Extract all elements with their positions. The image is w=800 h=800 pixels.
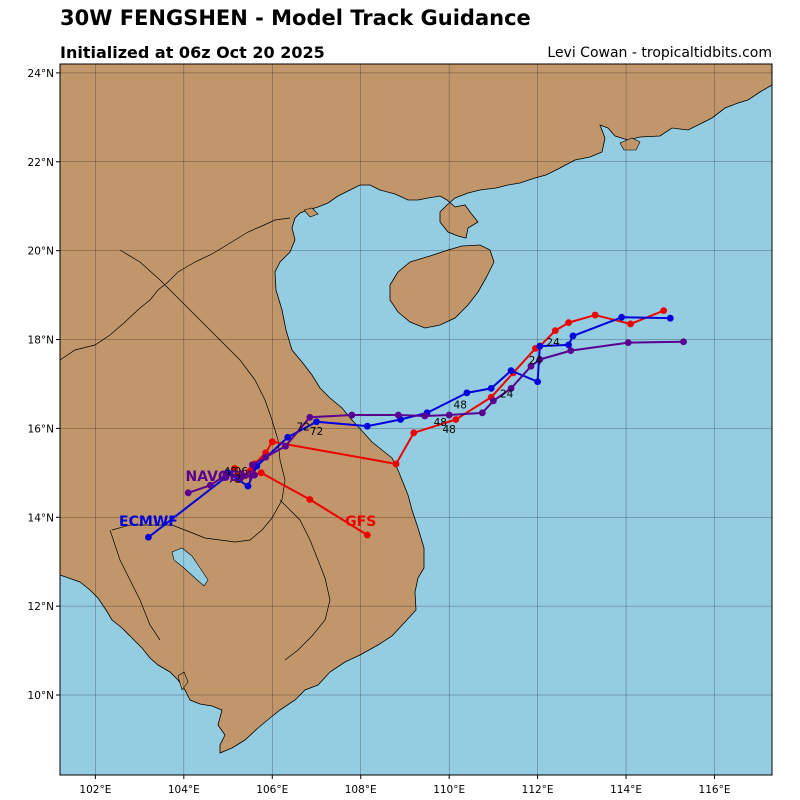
forecast-hour-label: 24 (500, 388, 514, 400)
track-point-gfs (627, 320, 634, 328)
lat-tick-label: 18°N (28, 335, 54, 347)
map-title: 30W FENGSHEN - Model Track Guidance (60, 6, 531, 30)
forecast-hour-label: 48 (224, 466, 237, 478)
track-point-gfs (591, 311, 599, 319)
lon-tick-label: 114°E (610, 784, 642, 796)
track-point-navgem (421, 412, 429, 420)
vietnam-cambodia-south-border (279, 499, 331, 661)
track-point-ecmwf (463, 389, 471, 397)
forecast-hour-label: 72 (310, 426, 323, 438)
track-point-navgem (222, 471, 230, 479)
lon-tick-label: 116°E (699, 784, 731, 796)
track-point-ecmwf (569, 332, 577, 340)
track-point-navgem (262, 453, 270, 461)
model-label-navgem: NAVGEM (185, 469, 252, 485)
credit-text: Levi Cowan - tropicaltidbits.com (547, 45, 772, 61)
track-point-ecmwf (284, 433, 292, 441)
track-point-navgem (248, 461, 256, 469)
model-label-gfs: GFS (345, 514, 376, 530)
lon-tick-label: 104°E (168, 784, 200, 796)
track-point-gfs (660, 307, 668, 315)
hainan-island (389, 244, 495, 329)
vietnam-cambodia-border (60, 217, 291, 361)
track-point-navgem (624, 339, 632, 347)
track-line-gfs (233, 309, 665, 536)
init-time: Initialized at 06z Oct 20 2025 (60, 43, 325, 62)
forecast-hour-label: 24 (546, 337, 560, 349)
track-point-navgem (306, 413, 314, 421)
lat-tick-label: 14°N (28, 512, 54, 524)
laos-border (111, 249, 286, 543)
track-point-gfs (268, 438, 276, 446)
map-frame (59, 63, 773, 776)
track-point-navgem (507, 384, 515, 392)
lon-tick-label: 102°E (79, 784, 111, 796)
forecast-hour-label: 48 (454, 399, 467, 411)
lat-tick-label: 20°N (28, 246, 54, 258)
small-island-south (177, 671, 189, 691)
track-point-ecmwf (618, 313, 626, 321)
lat-tick-label: 24°N (28, 68, 54, 80)
forecast-hour-label: 48 (442, 424, 455, 436)
track-point-gfs (363, 531, 371, 539)
lat-tick-label: 22°N (28, 157, 54, 169)
lon-tick-label: 110°E (433, 784, 465, 796)
track-point-navgem (394, 411, 402, 419)
lake-tonle-sap (171, 547, 209, 587)
lat-tick-label: 16°N (28, 423, 54, 435)
gulf-tonkin-island-1 (303, 207, 319, 218)
track-point-ecmwf (487, 384, 495, 392)
track-point-ecmwf (244, 482, 252, 490)
track-point-navgem (237, 473, 245, 481)
lon-tick-label: 108°E (345, 784, 377, 796)
track-point-ecmwf (507, 367, 515, 375)
track-point-ecmwf (666, 314, 674, 322)
track-point-ecmwf (363, 422, 371, 430)
lon-tick-label: 106°E (256, 784, 288, 796)
taiwan-coast-island (619, 137, 641, 151)
track-point-gfs (551, 327, 559, 335)
lat-tick-label: 12°N (28, 601, 54, 613)
model-label-ecmwf: ECMWF (119, 514, 178, 530)
forecast-hour-label: 72 (297, 422, 310, 434)
forecast-hour-label: 96 (235, 466, 249, 478)
track-point-ecmwf (565, 341, 572, 349)
track-point-navgem (282, 442, 289, 450)
track-point-navgem (206, 481, 214, 489)
track-point-navgem (567, 347, 575, 355)
track-point-gfs (452, 416, 460, 423)
track-point-navgem (536, 356, 544, 363)
lon-tick-label: 112°E (522, 784, 554, 796)
track-point-ecmwf (534, 378, 542, 386)
track-point-navgem (527, 362, 535, 370)
track-point-gfs (392, 460, 400, 468)
track-point-ecmwf (313, 418, 320, 426)
track-point-gfs (410, 429, 418, 437)
track-point-navgem (478, 409, 486, 417)
track-point-navgem (184, 489, 192, 497)
track-point-navgem (348, 411, 356, 419)
track-point-gfs (565, 319, 572, 327)
mainland-landmass (60, 64, 772, 754)
track-point-gfs (257, 469, 265, 477)
track-point-navgem (251, 471, 258, 479)
track-point-gfs (246, 467, 254, 475)
forecast-hour-label: 24 (529, 355, 543, 367)
track-point-gfs (306, 496, 314, 503)
track-point-navgem (680, 338, 687, 346)
forecast-hour-label: 72 (228, 474, 241, 486)
track-point-navgem (445, 411, 453, 419)
lat-tick-label: 10°N (28, 690, 54, 702)
track-point-ecmwf (145, 533, 152, 541)
forecast-hour-label: 48 (434, 417, 447, 429)
thailand-border (109, 529, 161, 641)
track-point-gfs (231, 464, 239, 472)
track-point-navgem (489, 397, 497, 405)
track-point-ecmwf (536, 342, 544, 350)
